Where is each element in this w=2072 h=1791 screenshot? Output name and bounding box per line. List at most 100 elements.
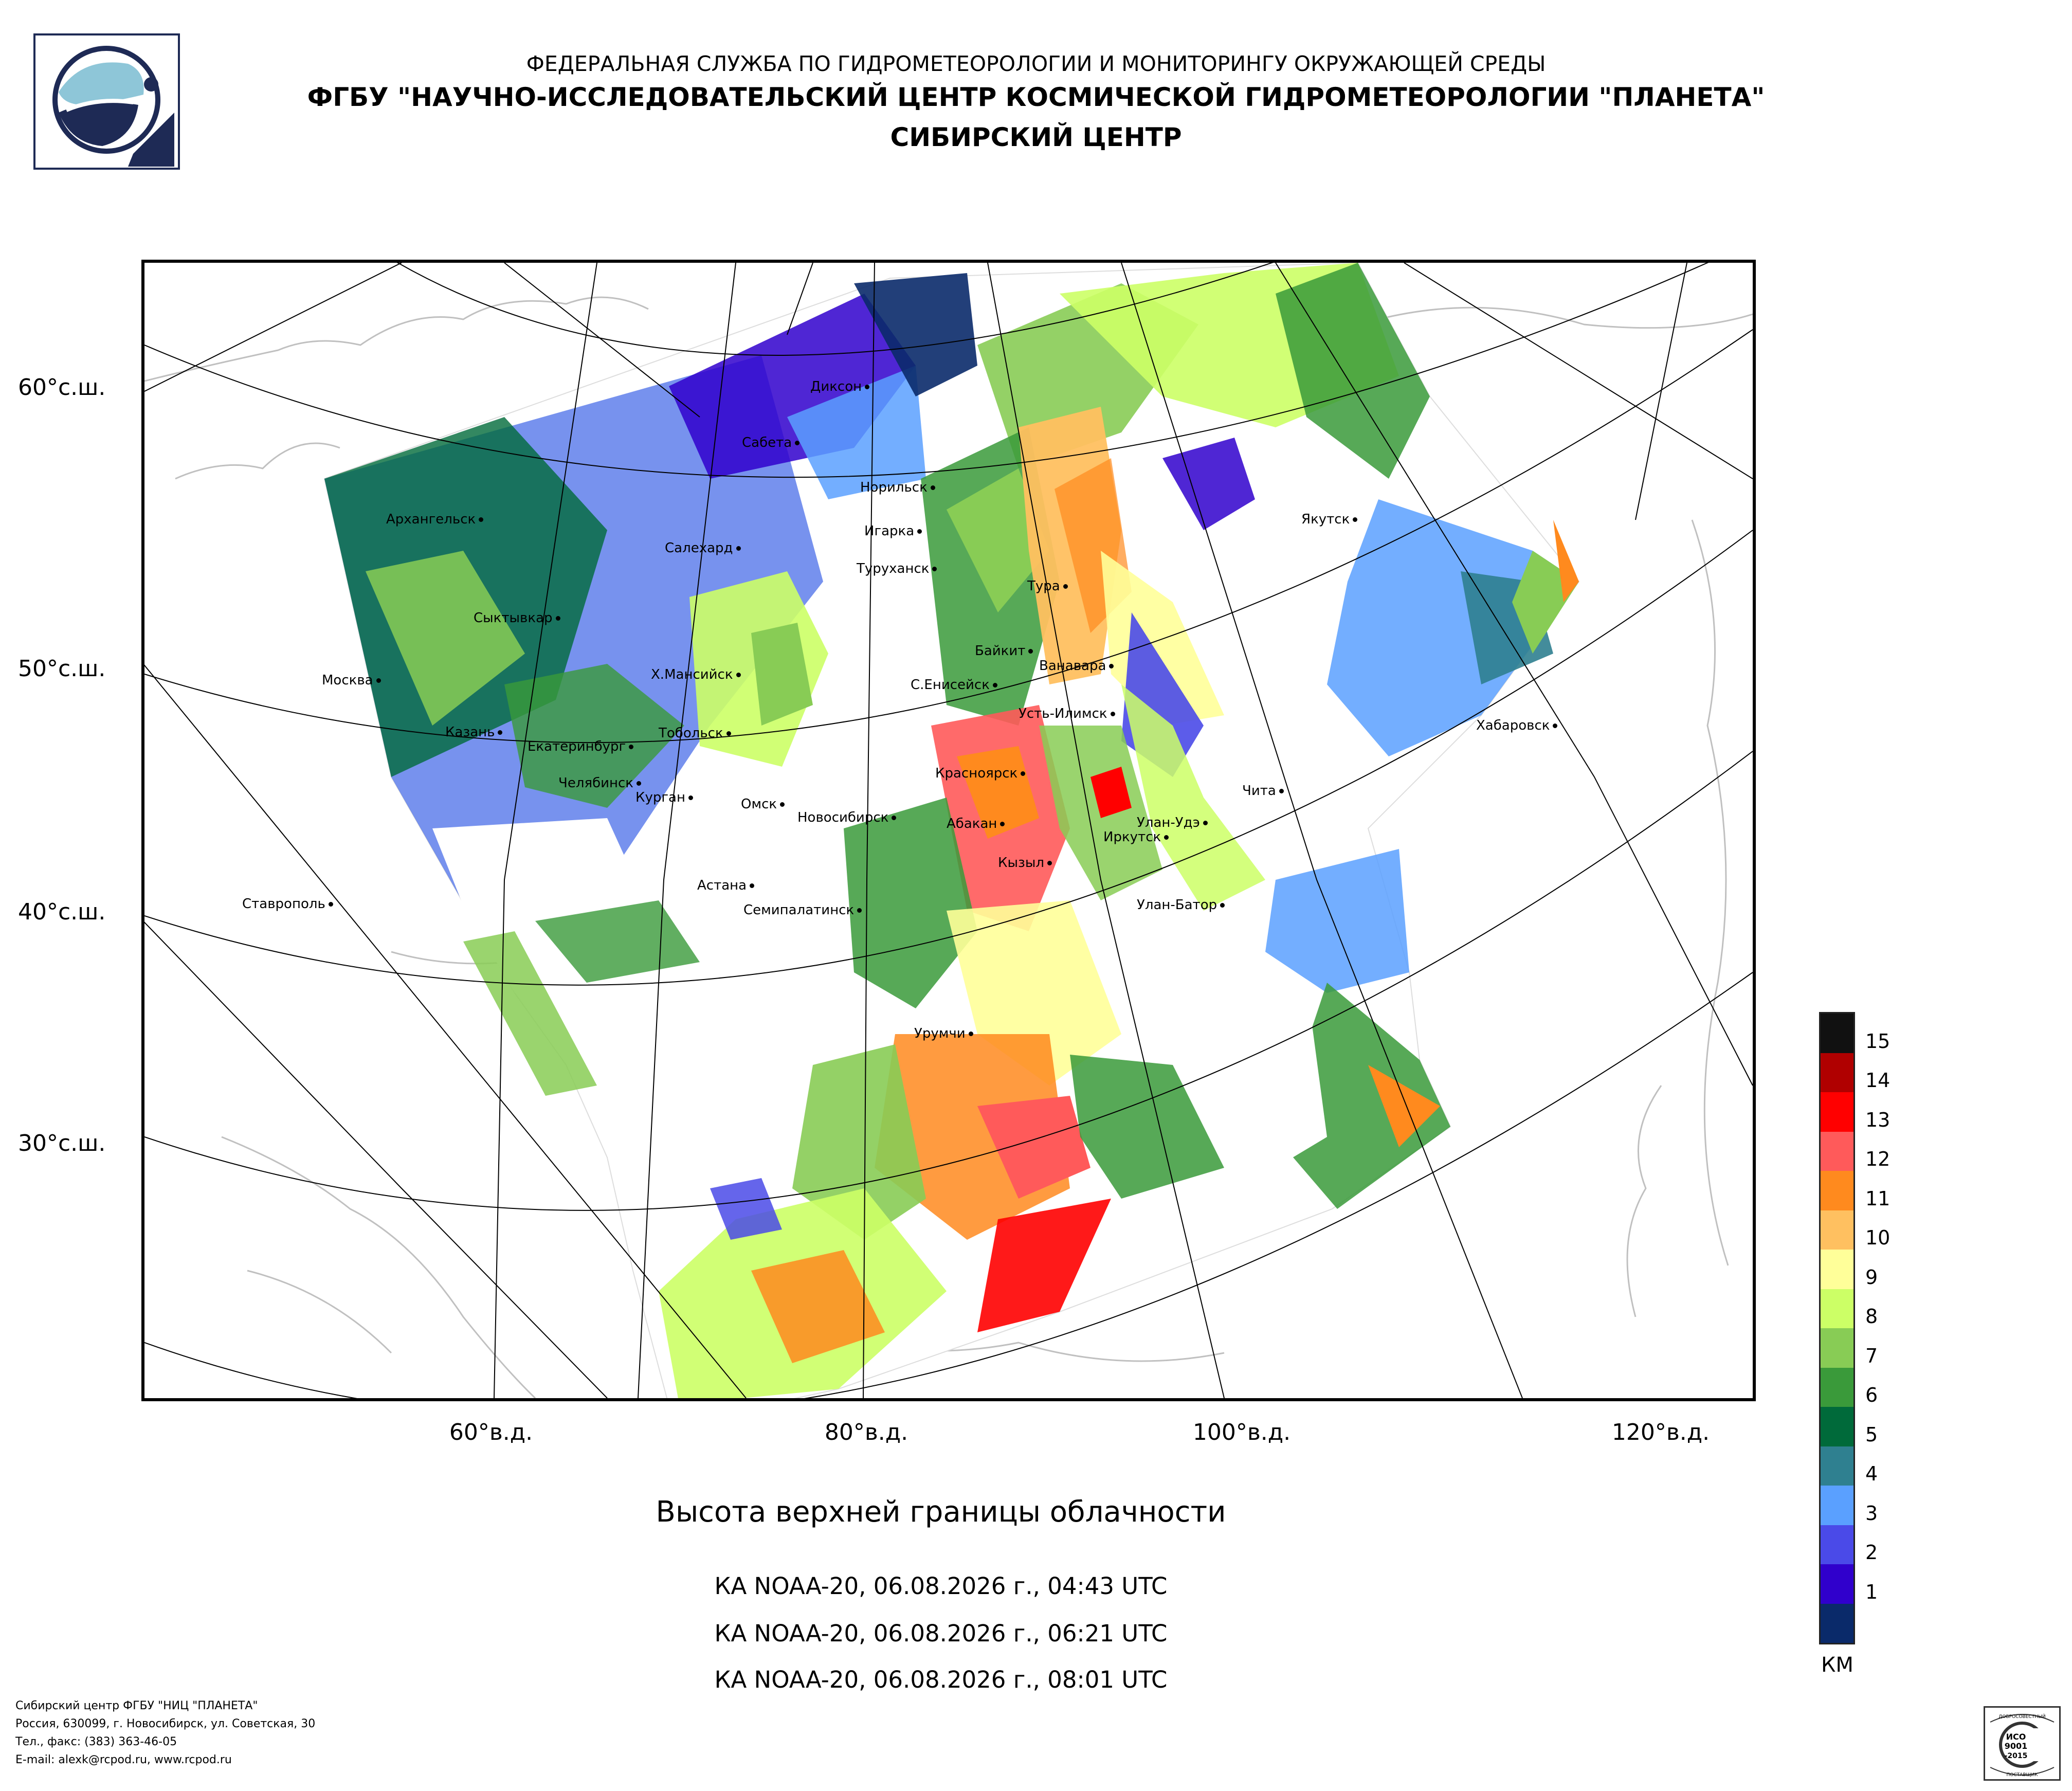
lat-label-40: 40°с.ш. <box>18 899 106 925</box>
legend-swatch <box>1821 1367 1853 1407</box>
city-turukhansk: Туруханск <box>857 561 937 576</box>
lon-label-100: 100°в.д. <box>1192 1419 1291 1445</box>
city-astana: Астана <box>697 878 755 893</box>
legend-swatch <box>1821 1131 1853 1171</box>
map-title: Высота верхней границы облачности <box>656 1495 1226 1529</box>
height-legend-bar <box>1819 1012 1855 1644</box>
satellite-pass-2: КА NOAA-20, 06.08.2026 г., 06:21 UTC <box>714 1620 1168 1647</box>
city-dikson: Диксон <box>810 379 870 394</box>
svg-text:ДОБРОСОВЕСТНЫЙ: ДОБРОСОВЕСТНЫЙ <box>1998 1713 2045 1720</box>
city-syktyvkar: Сыктывкар <box>474 610 560 626</box>
satellite-pass-3: КА NOAA-20, 06.08.2026 г., 08:01 UTC <box>714 1666 1168 1693</box>
lat-label-50: 50°с.ш. <box>18 656 106 682</box>
legend-swatch <box>1821 1486 1853 1525</box>
city-moscow: Москва <box>322 673 381 688</box>
legend-label: 6 <box>1865 1384 1878 1406</box>
city-urumqi: Урумчи <box>914 1026 973 1041</box>
legend-swatch <box>1821 1407 1853 1446</box>
lat-label-30: 30°с.ш. <box>18 1130 106 1156</box>
city-semipalatinsk: Семипалатинск <box>743 902 862 918</box>
lat-label-60: 60°с.ш. <box>18 374 106 401</box>
svg-text:ИСО: ИСО <box>2006 1732 2026 1742</box>
lon-label-80: 80°в.д. <box>824 1419 908 1445</box>
satellite-pass-1: КА NOAA-20, 06.08.2026 г., 04:43 UTC <box>714 1572 1168 1600</box>
city-stavropol: Ставрополь <box>242 896 333 912</box>
legend-swatch <box>1821 1092 1853 1132</box>
cloud-top-height-map[interactable]: Архангельск Сыктывкар Москва Казань Екат… <box>141 260 1756 1401</box>
footer-address: Россия, 630099, г. Новосибирск, ул. Сове… <box>15 1717 316 1730</box>
legend-swatch <box>1821 1171 1853 1210</box>
legend-label: 8 <box>1865 1305 1878 1328</box>
city-kurgan: Курган <box>635 790 693 805</box>
legend-swatch <box>1821 1250 1853 1289</box>
city-kazan: Казань <box>445 725 503 740</box>
city-chelyabinsk: Челябинск <box>558 775 642 791</box>
city-tura: Тура <box>1027 578 1068 594</box>
planeta-logo-icon <box>52 46 174 167</box>
city-ulan-ude: Улан-Удэ <box>1137 815 1208 830</box>
city-khabarovsk: Хабаровск <box>1476 718 1558 733</box>
city-igarka: Игарка <box>864 523 922 539</box>
legend-swatch <box>1821 1053 1853 1092</box>
city-yakutsk: Якутск <box>1301 512 1358 527</box>
footer-phone: Тел., факс: (383) 363-46-05 <box>15 1735 177 1748</box>
legend-swatch <box>1821 1603 1853 1643</box>
header-agency: ФЕДЕРАЛЬНАЯ СЛУЖБА ПО ГИДРОМЕТЕОРОЛОГИИ … <box>526 51 1546 76</box>
legend-swatch <box>1821 1210 1853 1250</box>
footer-email: E-mail: alexk@rcpod.ru, www.rcpod.ru <box>15 1753 232 1766</box>
city-salekhard: Салехард <box>665 540 741 556</box>
legend-label: 15 <box>1865 1029 1891 1053</box>
legend-label: 5 <box>1865 1423 1878 1446</box>
city-yekaterinburg: Екатеринбург <box>528 739 634 754</box>
header-institute: ФГБУ "НАУЧНО-ИССЛЕДОВАТЕЛЬСКИЙ ЦЕНТР КОС… <box>307 82 1765 112</box>
legend-swatch <box>1821 1014 1853 1053</box>
iso-badge-icon: ДОБРОСОВЕСТНЫЙ ИСО 9001 -2015 ПОСТАВЩИК <box>1990 1713 2055 1778</box>
legend-label: 13 <box>1865 1108 1891 1131</box>
map-graphics <box>144 263 1753 1398</box>
lon-label-60: 60°в.д. <box>449 1419 533 1445</box>
legend-swatch <box>1821 1525 1853 1564</box>
city-yeniseysk: С.Енисейск <box>911 677 997 693</box>
legend-swatch <box>1821 1328 1853 1368</box>
legend-label: 2 <box>1865 1541 1878 1564</box>
city-irkutsk: Иркутск <box>1103 829 1169 845</box>
legend-label: 9 <box>1865 1265 1878 1289</box>
city-ust-ilimsk: Усть-Илимск <box>1019 706 1115 721</box>
city-vanavara: Ванавара <box>1039 658 1114 674</box>
legend-swatch <box>1821 1564 1853 1604</box>
city-krasnoyarsk: Красноярск <box>935 766 1026 781</box>
city-chita: Чита <box>1242 783 1284 799</box>
iso-certificate-badge: ДОБРОСОВЕСТНЫЙ ИСО 9001 -2015 ПОСТАВЩИК <box>1984 1706 2061 1781</box>
legend-units: КМ <box>1821 1653 1853 1677</box>
legend-swatch <box>1821 1446 1853 1486</box>
legend-label: 4 <box>1865 1462 1878 1485</box>
city-novosibirsk: Новосибирск <box>797 810 897 825</box>
city-tobolsk: Тобольск <box>659 726 731 741</box>
planeta-logo <box>33 33 180 170</box>
header-center: СИБИРСКИЙ ЦЕНТР <box>890 122 1182 152</box>
legend-swatch <box>1821 1289 1853 1328</box>
city-abakan: Абакан <box>947 816 1005 831</box>
footer-contacts: Сибирский центр ФГБУ "НИЦ "ПЛАНЕТА" Росс… <box>15 1697 315 1769</box>
legend-label: 12 <box>1865 1148 1891 1170</box>
city-omsk: Омск <box>741 797 785 812</box>
legend-label: 7 <box>1865 1344 1878 1367</box>
svg-text:ПОСТАВЩИК: ПОСТАВЩИК <box>2007 1772 2039 1778</box>
city-khanty-mansiysk: Х.Мансийск <box>651 667 741 682</box>
city-norilsk: Норильск <box>860 480 935 495</box>
footer-org: Сибирский центр ФГБУ "НИЦ "ПЛАНЕТА" <box>15 1699 258 1712</box>
legend-label: 10 <box>1865 1226 1891 1249</box>
legend-label: 11 <box>1865 1187 1891 1210</box>
city-kyzyl: Кызыл <box>998 855 1052 871</box>
legend-label: 14 <box>1865 1069 1891 1092</box>
lon-label-120: 120°в.д. <box>1611 1419 1710 1445</box>
city-ulaanbaatar: Улан-Батор <box>1137 897 1225 913</box>
svg-text:-2015: -2015 <box>2005 1752 2028 1760</box>
cloud-swath <box>323 263 1580 1398</box>
svg-text:9001: 9001 <box>2005 1741 2028 1751</box>
city-arkhangelsk: Архангельск <box>386 512 484 527</box>
legend-label: 3 <box>1865 1501 1878 1525</box>
legend-label: 1 <box>1865 1580 1878 1603</box>
city-sabetta: Сабета <box>742 435 800 450</box>
city-baykit: Байкит <box>975 643 1033 659</box>
